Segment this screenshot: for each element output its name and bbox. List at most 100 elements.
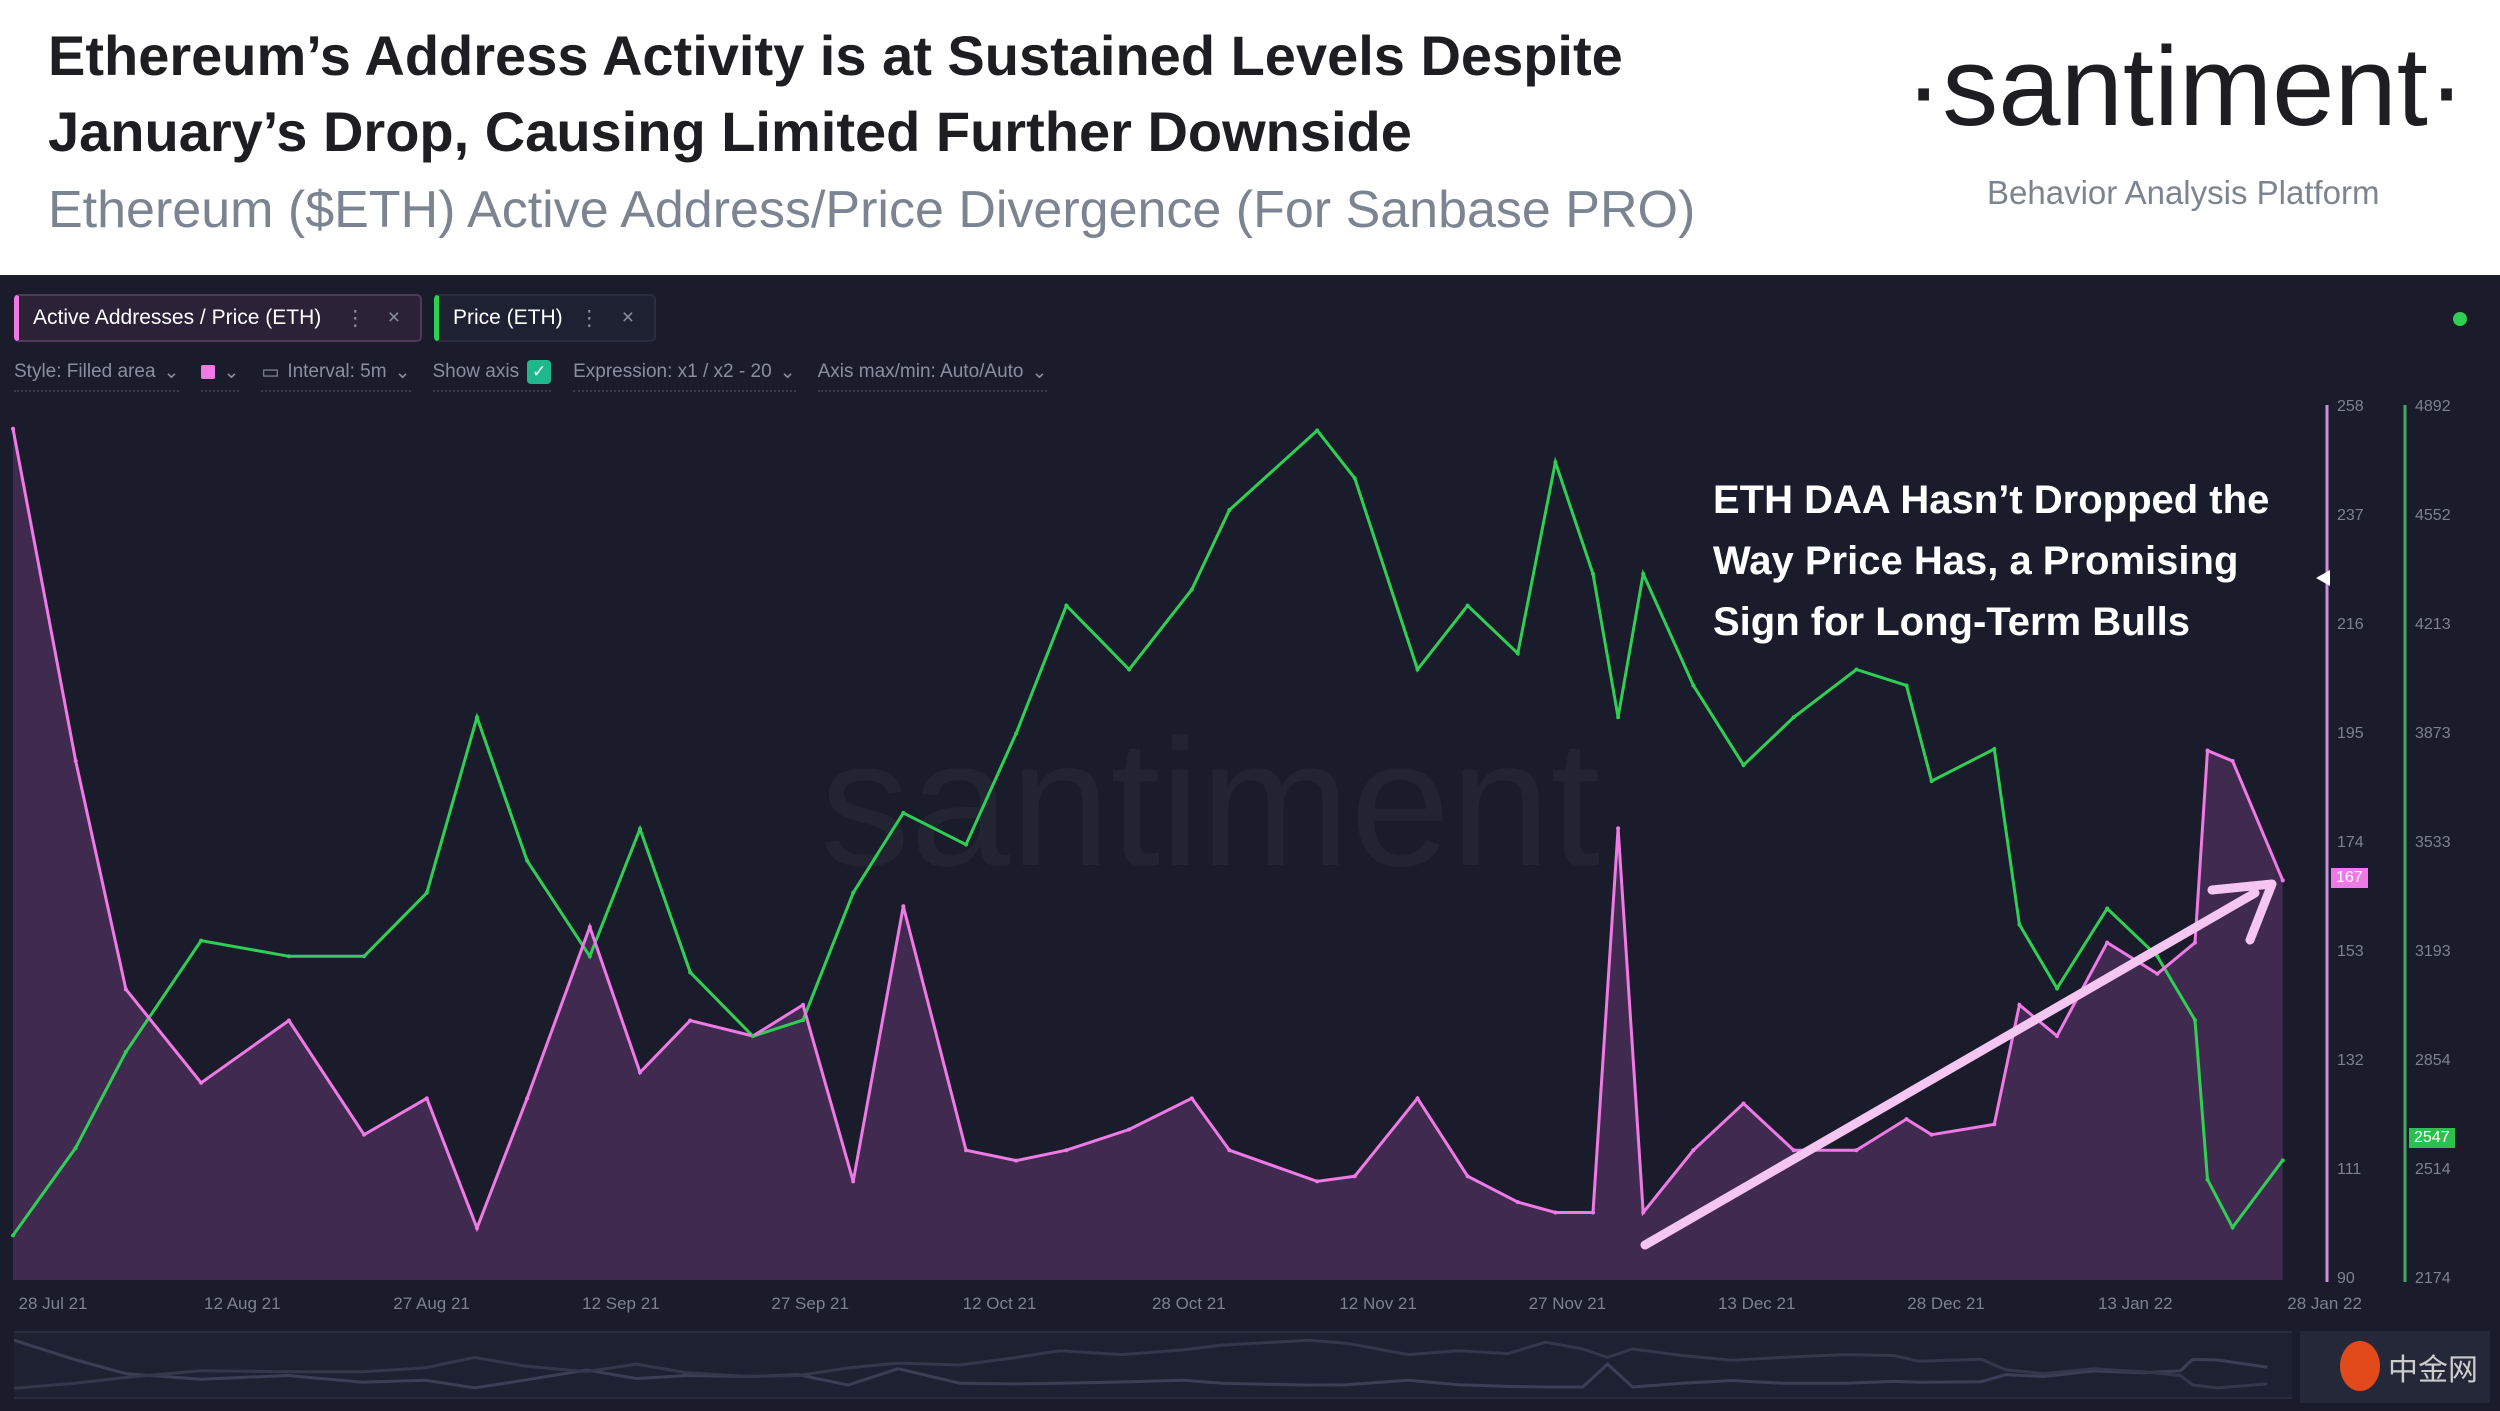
live-status-dot: [2453, 312, 2467, 326]
price-point: [1691, 683, 1696, 688]
left-axis-tick: 90: [2337, 1270, 2355, 1287]
price-point: [286, 954, 291, 959]
price-point: [2155, 954, 2160, 959]
style-label: Style: Filled area: [14, 361, 156, 382]
close-icon[interactable]: ×: [387, 306, 400, 329]
daa-point: [474, 1226, 479, 1231]
navigator-price-line: [13, 1338, 2268, 1390]
price-point: [1854, 667, 1859, 672]
price-point: [901, 810, 906, 815]
x-axis-tick: 27 Aug 21: [393, 1294, 470, 1313]
price-point: [525, 858, 530, 863]
x-axis-tick: 28 Dec 21: [1907, 1294, 1985, 1313]
right-axis-tick: 3533: [2415, 834, 2451, 851]
daa-point: [1741, 1101, 1746, 1106]
price-point: [1791, 715, 1796, 720]
chevron-down-icon: ⌄: [223, 361, 240, 383]
x-axis-tick: 28 Jan 22: [2287, 1294, 2362, 1313]
current-price-badge: 2547: [2409, 1128, 2455, 1148]
price-point: [1352, 476, 1357, 481]
price-point: [1227, 508, 1232, 513]
checkbox-checked-icon[interactable]: ✓: [527, 360, 552, 384]
daa-point: [1465, 1174, 1470, 1179]
daa-point: [1791, 1148, 1796, 1153]
price-point: [964, 842, 969, 847]
price-point: [1465, 603, 1470, 608]
expression-label: Expression: x1 / x2 - 20: [573, 361, 772, 382]
daa-point: [2192, 940, 2197, 945]
daa-point: [1415, 1096, 1420, 1101]
price-point: [1189, 587, 1194, 592]
style-dropdown[interactable]: Style: Filled area ⌄: [14, 361, 180, 392]
price-point: [2055, 986, 2060, 991]
left-axis-tick: 195: [2337, 725, 2364, 742]
daa-point: [587, 925, 592, 930]
more-options-icon[interactable]: ⋮: [344, 306, 366, 330]
cngold-watermark: 中金网: [2300, 1331, 2490, 1403]
daa-point: [286, 1018, 291, 1023]
axis-minmax-label: Axis max/min: Auto/Auto: [817, 361, 1024, 382]
chart-navigator[interactable]: [13, 1331, 2292, 1399]
show-axis-toggle[interactable]: Show axis ✓: [432, 360, 552, 392]
daa-point: [424, 1096, 429, 1101]
daa-point: [1014, 1158, 1019, 1163]
daa-point: [1127, 1127, 1132, 1132]
price-point: [587, 954, 592, 959]
navigator-daa-line: [13, 1338, 2268, 1390]
tab-label: Price (ETH): [453, 306, 563, 329]
more-options-icon[interactable]: ⋮: [578, 306, 600, 330]
price-point: [2192, 1018, 2197, 1023]
price-point: [474, 715, 479, 720]
daa-point: [2105, 940, 2110, 945]
tab-active-addresses-price[interactable]: Active Addresses / Price (ETH) ⋮ ×: [14, 294, 422, 342]
right-axis-tick: 2514: [2415, 1161, 2451, 1178]
axis-marker-icon[interactable]: [2316, 570, 2330, 586]
daa-point: [2155, 971, 2160, 976]
tab-price-eth[interactable]: Price (ETH) ⋮ ×: [434, 294, 656, 342]
color-picker[interactable]: ⌄: [201, 361, 240, 392]
x-axis-tick: 27 Nov 21: [1528, 1294, 1607, 1313]
daa-point: [1227, 1148, 1232, 1153]
ruler-icon: ▭: [261, 361, 280, 383]
price-point: [2105, 906, 2110, 911]
left-axis-tick: 258: [2337, 398, 2364, 415]
right-axis-tick: 2174: [2415, 1270, 2451, 1287]
price-point: [11, 1233, 15, 1238]
left-axis-tick: 174: [2337, 834, 2364, 851]
price-point: [2205, 1177, 2210, 1182]
price-point: [1641, 571, 1646, 576]
left-axis-tick: 216: [2337, 616, 2364, 633]
page-subtitle: Ethereum ($ETH) Active Address/Price Div…: [48, 181, 1696, 239]
daa-point: [1854, 1148, 1859, 1153]
expression-dropdown[interactable]: Expression: x1 / x2 - 20 ⌄: [573, 361, 796, 392]
header: Ethereum’s Address Activity is at Sustai…: [0, 0, 2500, 275]
trend-arrow: [1640, 879, 2277, 1250]
daa-point: [1352, 1174, 1357, 1179]
close-icon[interactable]: ×: [621, 306, 634, 329]
axis-minmax-dropdown[interactable]: Axis max/min: Auto/Auto ⌄: [817, 361, 1048, 392]
price-point: [2017, 922, 2022, 927]
price-point: [1515, 651, 1520, 656]
daa-point: [1641, 1210, 1646, 1215]
right-axis-tick: 3873: [2415, 725, 2451, 742]
daa-point: [1616, 826, 1621, 831]
price-point: [851, 890, 856, 895]
price-point: [1904, 683, 1909, 688]
price-point: [801, 1018, 806, 1023]
price-point: [1014, 731, 1019, 736]
x-axis-tick: 13 Dec 21: [1717, 1294, 1796, 1313]
daa-point: [2280, 878, 2285, 883]
daa-point: [2055, 1034, 2060, 1039]
daa-line: [11, 428, 2285, 1233]
price-point: [362, 954, 367, 959]
daa-point: [1691, 1148, 1696, 1153]
daa-point: [1064, 1148, 1069, 1153]
price-point: [638, 826, 642, 831]
daa-point: [2017, 1002, 2022, 1007]
daa-point: [964, 1148, 969, 1153]
logo-tagline: Behavior Analysis Platform: [1987, 174, 2380, 211]
x-axis-tick: 13 Jan 22: [2097, 1294, 2173, 1313]
chart-annotation: ETH DAA Hasn’t Dropped the Way Price Has…: [1713, 478, 2270, 644]
interval-dropdown[interactable]: ▭ Interval: 5m ⌄: [261, 361, 411, 392]
